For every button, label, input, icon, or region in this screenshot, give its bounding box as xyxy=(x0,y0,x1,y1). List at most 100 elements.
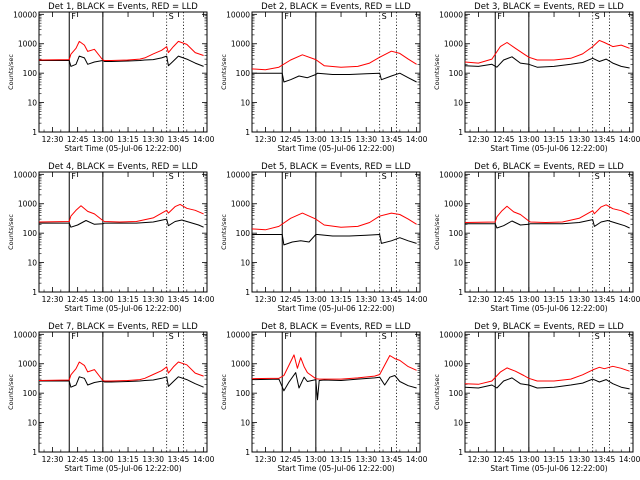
chart-panel-4: Det 4, BLACK = Events, RED = LLD 1 10 100 10… xyxy=(7,162,215,313)
y-tick-label: 10 xyxy=(453,419,463,428)
plot-frame xyxy=(464,171,634,293)
x-tick-label: 13:30 xyxy=(568,295,590,304)
plot-frame xyxy=(38,11,208,133)
y-tick-label: 100 xyxy=(236,229,251,238)
x-tick-label: 13:00 xyxy=(518,455,540,464)
x-tick-label: 12:45 xyxy=(67,295,89,304)
y-tick-label: 10000 xyxy=(13,10,37,19)
y-tick-label: 1 xyxy=(245,288,250,297)
x-tick-label: 13:45 xyxy=(594,135,616,144)
x-tick-label: 12:30 xyxy=(468,135,490,144)
x-tick-label: 12:45 xyxy=(493,135,515,144)
x-tick-label: 13:00 xyxy=(305,455,327,464)
chart-title: Det 7, BLACK = Events, RED = LLD xyxy=(48,322,198,332)
y-tick-label: 1 xyxy=(245,448,250,457)
marker-s-label: S xyxy=(169,12,174,21)
series-lld-line xyxy=(464,204,630,223)
plot-frame xyxy=(251,171,421,293)
x-tick-label: 13:30 xyxy=(142,295,164,304)
marker-s-label: S xyxy=(382,332,387,341)
y-tick-label: 100 xyxy=(236,69,251,78)
x-tick-label: 13:30 xyxy=(142,455,164,464)
plot-frame xyxy=(38,171,208,293)
series-events-line xyxy=(464,377,630,390)
y-tick-label: 10 xyxy=(27,99,37,108)
series-events-line xyxy=(39,376,204,388)
x-axis-label: Start Time (05-Jul-06 12:22:00) xyxy=(277,144,394,153)
x-tick-label: 13:15 xyxy=(117,455,139,464)
x-axis-label: Start Time (05-Jul-06 12:22:00) xyxy=(490,144,607,153)
marker-s-label: S xyxy=(595,332,600,341)
y-tick-label: 10000 xyxy=(13,170,37,179)
series-events-line xyxy=(252,234,417,246)
marker-f-label: F xyxy=(497,172,502,181)
x-tick-label: 12:30 xyxy=(468,455,490,464)
x-tick-label: 12:45 xyxy=(280,135,302,144)
y-tick-label: 1000 xyxy=(231,40,250,49)
series-lld-line xyxy=(38,203,204,223)
x-tick-label: 14:00 xyxy=(619,455,640,464)
y-tick-label: 1 xyxy=(458,448,463,457)
x-tick-label: 12:30 xyxy=(42,135,64,144)
x-tick-label: 13:00 xyxy=(518,135,540,144)
y-axis-label: Counts/sec xyxy=(7,374,15,410)
x-tick-label: 13:15 xyxy=(117,295,139,304)
x-tick-label: 13:00 xyxy=(92,135,114,144)
chart-title: Det 2, BLACK = Events, RED = LLD xyxy=(261,2,411,12)
chart-panel-2: Det 2, BLACK = Events, RED = LLD 1 10 100 10… xyxy=(220,2,428,153)
y-tick-label: 10000 xyxy=(439,10,463,19)
x-tick-label: 14:00 xyxy=(193,455,215,464)
x-axis-label: Start Time (05-Jul-06 12:22:00) xyxy=(64,144,181,153)
x-tick-label: 13:00 xyxy=(518,295,540,304)
x-tick-label: 13:45 xyxy=(381,455,403,464)
x-tick-label: 13:15 xyxy=(330,295,352,304)
x-tick-label: 13:00 xyxy=(92,455,114,464)
marker-f-label: F xyxy=(497,332,502,341)
x-tick-label: 12:45 xyxy=(493,455,515,464)
y-tick-label: 1000 xyxy=(231,200,250,209)
y-tick-label: 1000 xyxy=(18,200,37,209)
series-lld-line xyxy=(251,212,417,231)
x-tick-label: 12:30 xyxy=(42,295,64,304)
x-tick-label: 13:15 xyxy=(543,295,565,304)
x-tick-label: 12:30 xyxy=(255,135,277,144)
y-tick-label: 1000 xyxy=(444,40,463,49)
x-tick-label: 12:45 xyxy=(280,295,302,304)
marker-s-label: S xyxy=(169,332,174,341)
y-axis-label: Counts/sec xyxy=(7,214,15,250)
y-tick-label: 1000 xyxy=(444,360,463,369)
x-axis-label: Start Time (05-Jul-06 12:22:00) xyxy=(277,304,394,313)
x-tick-label: 13:15 xyxy=(330,135,352,144)
x-tick-label: 13:45 xyxy=(594,455,616,464)
chart-panel-7: Det 7, BLACK = Events, RED = LLD 1 10 100 10… xyxy=(7,322,215,473)
x-tick-label: 13:45 xyxy=(168,455,190,464)
plot-frame xyxy=(38,331,208,453)
x-axis-label: Start Time (05-Jul-06 12:22:00) xyxy=(490,464,607,473)
chart-title: Det 1, BLACK = Events, RED = LLD xyxy=(48,2,198,12)
y-tick-label: 1000 xyxy=(444,200,463,209)
x-tick-label: 14:00 xyxy=(406,455,428,464)
x-tick-label: 13:15 xyxy=(543,135,565,144)
marker-s-label: S xyxy=(382,172,387,181)
x-tick-label: 13:30 xyxy=(568,455,590,464)
x-tick-label: 13:15 xyxy=(330,455,352,464)
x-tick-label: 13:30 xyxy=(355,295,377,304)
series-lld-line xyxy=(38,361,204,382)
x-axis-label: Start Time (05-Jul-06 12:22:00) xyxy=(64,304,181,313)
y-tick-label: 10 xyxy=(27,419,37,428)
x-tick-label: 14:00 xyxy=(619,135,640,144)
x-tick-label: 12:45 xyxy=(280,455,302,464)
marker-f-label: F xyxy=(71,172,76,181)
y-tick-label: 1000 xyxy=(18,40,37,49)
x-tick-label: 13:15 xyxy=(117,135,139,144)
chart-title: Det 5, BLACK = Events, RED = LLD xyxy=(261,162,411,172)
marker-f-label: F xyxy=(284,172,289,181)
x-tick-label: 12:30 xyxy=(255,295,277,304)
series-lld-line xyxy=(38,40,204,61)
chart-panel-9: Det 9, BLACK = Events, RED = LLD 1 10 100 10… xyxy=(433,322,640,473)
y-axis-label: Counts/sec xyxy=(433,214,441,250)
y-axis-label: Counts/sec xyxy=(220,374,228,410)
marker-s-label: S xyxy=(382,12,387,21)
y-tick-label: 1 xyxy=(245,128,250,137)
